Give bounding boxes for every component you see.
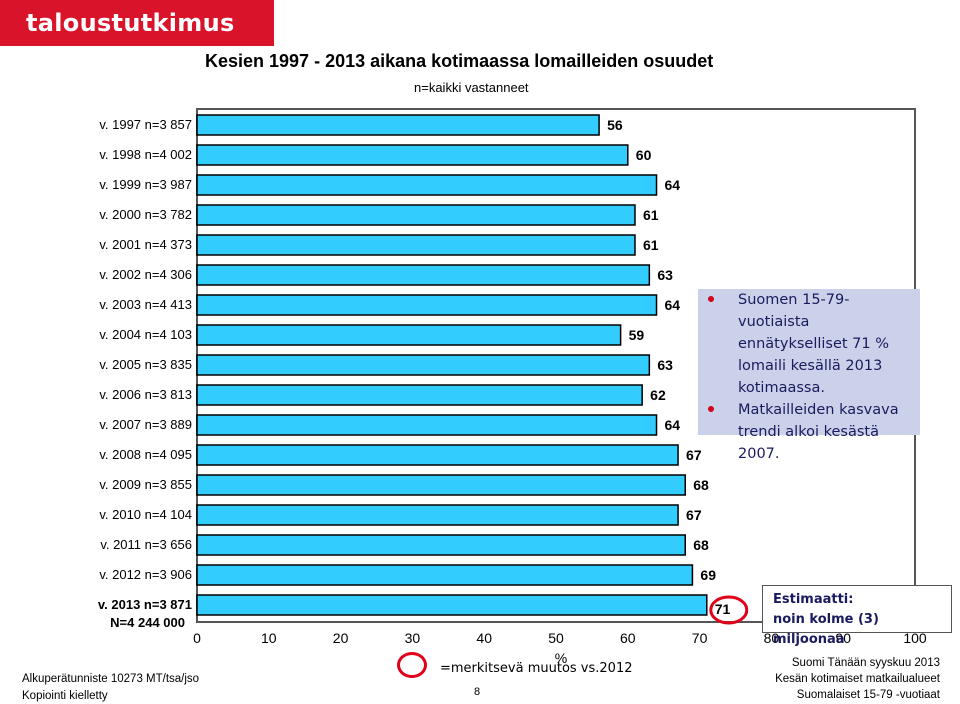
bar-value-label: 60	[636, 147, 652, 163]
x-tick-label: 60	[620, 630, 636, 646]
category-label: v. 1999 n=3 987	[99, 177, 192, 192]
bar-value-label: 56	[607, 117, 623, 133]
note-box: Suomen 15-79-vuotiaista ennätykselliset …	[698, 289, 920, 462]
category-label: v. 2013 n=3 871	[98, 597, 192, 612]
category-label: v. 2006 n=3 813	[99, 387, 192, 402]
footer-copyright: Kopiointi kielletty	[22, 690, 108, 702]
bar	[196, 474, 686, 496]
category-label: v. 2002 n=4 306	[99, 267, 192, 282]
category-label: v. 2012 n=3 906	[99, 567, 192, 582]
footer-topic: Kesän kotimaiset matkailualueet	[775, 673, 940, 685]
legend-text: =merkitsevä muutos vs.2012	[440, 661, 633, 676]
bar	[196, 564, 694, 586]
bar-value-label: 64	[665, 297, 681, 313]
footer-survey: Suomi Tänään syyskuu 2013	[791, 657, 940, 669]
bar	[196, 234, 636, 256]
estimate-box: Estimaatti: noin kolme (3) miljoonaa	[762, 585, 952, 647]
category-label: v. 2001 n=4 373	[99, 237, 192, 252]
bar	[196, 114, 600, 136]
bar-value-label: 63	[657, 357, 673, 373]
bar	[196, 534, 686, 556]
x-tick-label: 30	[405, 630, 421, 646]
bar-value-label: 59	[629, 327, 645, 343]
bar-value-label: 62	[650, 387, 666, 403]
estimate-label: Estimaatti:	[773, 592, 854, 607]
bar	[196, 384, 643, 406]
x-tick-label: 100	[903, 630, 927, 646]
x-tick-label: 80	[764, 630, 780, 646]
x-tick-label: 20	[333, 630, 349, 646]
bar	[196, 444, 679, 466]
category-label: v. 2000 n=3 782	[99, 207, 192, 222]
bar	[196, 174, 658, 196]
bar-value-label: 68	[693, 537, 709, 553]
bar	[196, 324, 622, 346]
bar	[196, 264, 651, 286]
category-label: v. 2011 n=3 656	[100, 537, 192, 552]
page-number: 8	[474, 686, 481, 698]
x-axis-label: %	[555, 650, 567, 666]
category-label: v. 2010 n=4 104	[99, 507, 192, 522]
bar-value-label: 69	[700, 567, 716, 583]
footer-source: Alkuperätunniste 10273 MT/tsa/jso	[22, 673, 200, 685]
category-label: v. 2004 n=4 103	[99, 327, 192, 342]
chart-subtitle: n=kaikki vastanneet	[414, 80, 529, 95]
bar	[196, 294, 658, 316]
category-label-total: N=4 244 000	[110, 615, 185, 630]
x-tick-label: 0	[193, 630, 201, 646]
bar-value-label: 64	[665, 417, 681, 433]
bar-value-label: 67	[686, 507, 702, 523]
bar-value-label: 68	[693, 477, 709, 493]
category-label: v. 2009 n=3 855	[99, 477, 192, 492]
category-label: v. 2007 n=3 889	[99, 417, 192, 432]
category-label: v. 2008 n=4 095	[99, 447, 192, 462]
bar	[196, 504, 679, 526]
category-label: v. 2003 n=4 413	[99, 297, 192, 312]
chart-title: Kesien 1997 - 2013 aikana kotimaassa lom…	[205, 51, 714, 71]
category-label: v. 1998 n=4 002	[99, 147, 192, 162]
brand-logo: taloustutkimus oy	[0, 0, 274, 83]
bar-value-label: 67	[686, 447, 702, 463]
bar	[196, 594, 708, 616]
note-bullet: Matkailleiden kasvava trendi alkoi kesäs…	[698, 399, 920, 465]
estimate-value: noin kolme (3) miljoonaa	[773, 612, 879, 647]
x-tick-label: 10	[261, 630, 277, 646]
category-label: v. 2005 n=3 835	[99, 357, 192, 372]
bar-value-label: 71	[715, 601, 731, 617]
significance-marker	[709, 595, 749, 625]
bar-value-label: 64	[665, 177, 681, 193]
bar-value-label: 61	[643, 237, 659, 253]
bar	[196, 144, 629, 166]
x-tick-label: 70	[692, 630, 708, 646]
bar	[196, 204, 636, 226]
category-label: v. 1997 n=3 857	[99, 117, 192, 132]
bar-value-label: 61	[643, 207, 659, 223]
bar	[196, 414, 658, 436]
bar	[196, 354, 651, 376]
note-bullet: Suomen 15-79-vuotiaista ennätykselliset …	[698, 289, 920, 399]
bar-value-label: 63	[657, 267, 673, 283]
x-tick-label: 50	[548, 630, 564, 646]
significance-circle-icon	[397, 652, 427, 678]
x-tick-label: 90	[835, 630, 851, 646]
x-tick-label: 40	[476, 630, 492, 646]
footer-population: Suomalaiset 15-79 -vuotiaat	[796, 689, 940, 701]
